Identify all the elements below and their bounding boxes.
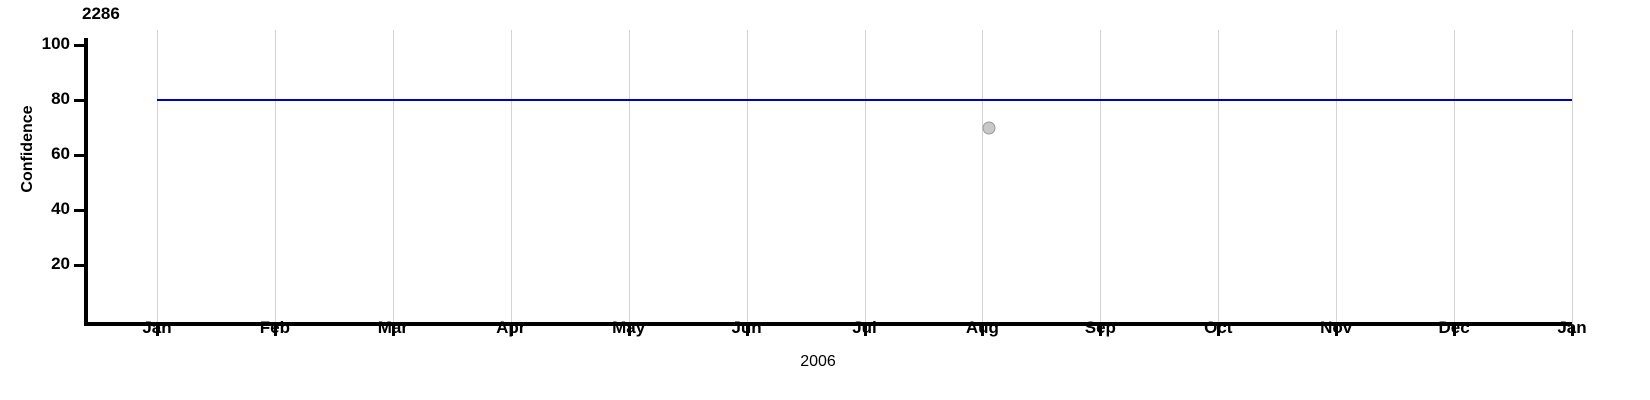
y-tick-label-100: 100 (41, 34, 70, 53)
x-tick-mark-11 (1453, 326, 1457, 336)
x-tick-label-sep-8: Sep (1084, 318, 1116, 337)
y-tick-mark-100 (74, 44, 85, 47)
gridline-aug-7 (982, 30, 984, 324)
x-tick-label-aug-7: Aug (965, 318, 999, 337)
x-tick-mark-6 (863, 326, 867, 336)
y-axis-spine (84, 38, 88, 326)
x-tick-label-nov-10: Nov (1320, 318, 1353, 337)
x-axis-title: 2006 (800, 353, 836, 370)
y-tick-label-60: 60 (51, 144, 70, 163)
gridline-oct-9 (1218, 30, 1220, 324)
data-point[interactable] (982, 121, 996, 134)
x-tick-mark-4 (627, 326, 631, 336)
x-tick-mark-7 (981, 326, 985, 336)
gridline-jan-0 (157, 30, 158, 324)
x-tick-mark-0 (156, 326, 159, 336)
gridline-feb-1 (274, 30, 276, 324)
x-tick-mark-1 (273, 326, 277, 336)
x-tick-label-jan-0: Jan (142, 318, 172, 337)
x-axis-spine (84, 322, 1572, 326)
chart-title: 2286 (82, 4, 120, 23)
gridline-nov-10 (1336, 30, 1338, 324)
x-tick-label-jun-5: Jun (731, 318, 762, 337)
gridline-sep-8 (1100, 30, 1102, 324)
y-tick-label-80: 80 (51, 89, 70, 108)
x-tick-label-jul-6: Jul (852, 318, 877, 337)
x-tick-mark-8 (1099, 326, 1103, 336)
y-tick-label-40: 40 (51, 199, 70, 218)
gridline-mar-2 (392, 30, 394, 324)
gridline-jul-6 (864, 30, 866, 324)
x-tick-mark-3 (509, 326, 513, 336)
x-tick-label-mar-2: Mar (377, 318, 408, 337)
gridline-dec-11 (1454, 30, 1456, 324)
y-tick-mark-80 (74, 99, 85, 102)
x-tick-mark-10 (1335, 326, 1339, 336)
x-tick-label-oct-9: Oct (1204, 318, 1233, 337)
plot-area (87, 30, 1573, 324)
x-tick-mark-9 (1217, 326, 1221, 336)
x-tick-label-may-4: May (612, 318, 646, 337)
x-tick-label-feb-1: Feb (259, 318, 291, 337)
x-tick-label-jan-12: Jan (1557, 318, 1587, 337)
gridline-jun-5 (746, 30, 748, 324)
y-tick-mark-40 (74, 209, 85, 212)
x-tick-label-dec-11: Dec (1438, 318, 1470, 337)
threshold-line (157, 99, 1572, 101)
x-tick-mark-12 (1571, 326, 1574, 336)
x-tick-label-apr-3: Apr (496, 318, 526, 337)
x-tick-mark-5 (745, 326, 749, 336)
y-tick-label-20: 20 (51, 254, 70, 273)
y-tick-mark-20 (74, 264, 85, 267)
x-tick-mark-2 (391, 326, 395, 336)
y-tick-mark-60 (74, 154, 85, 157)
gridline-apr-3 (510, 30, 512, 324)
gridline-may-4 (628, 30, 630, 324)
gridline-jan-12 (1572, 30, 1573, 324)
